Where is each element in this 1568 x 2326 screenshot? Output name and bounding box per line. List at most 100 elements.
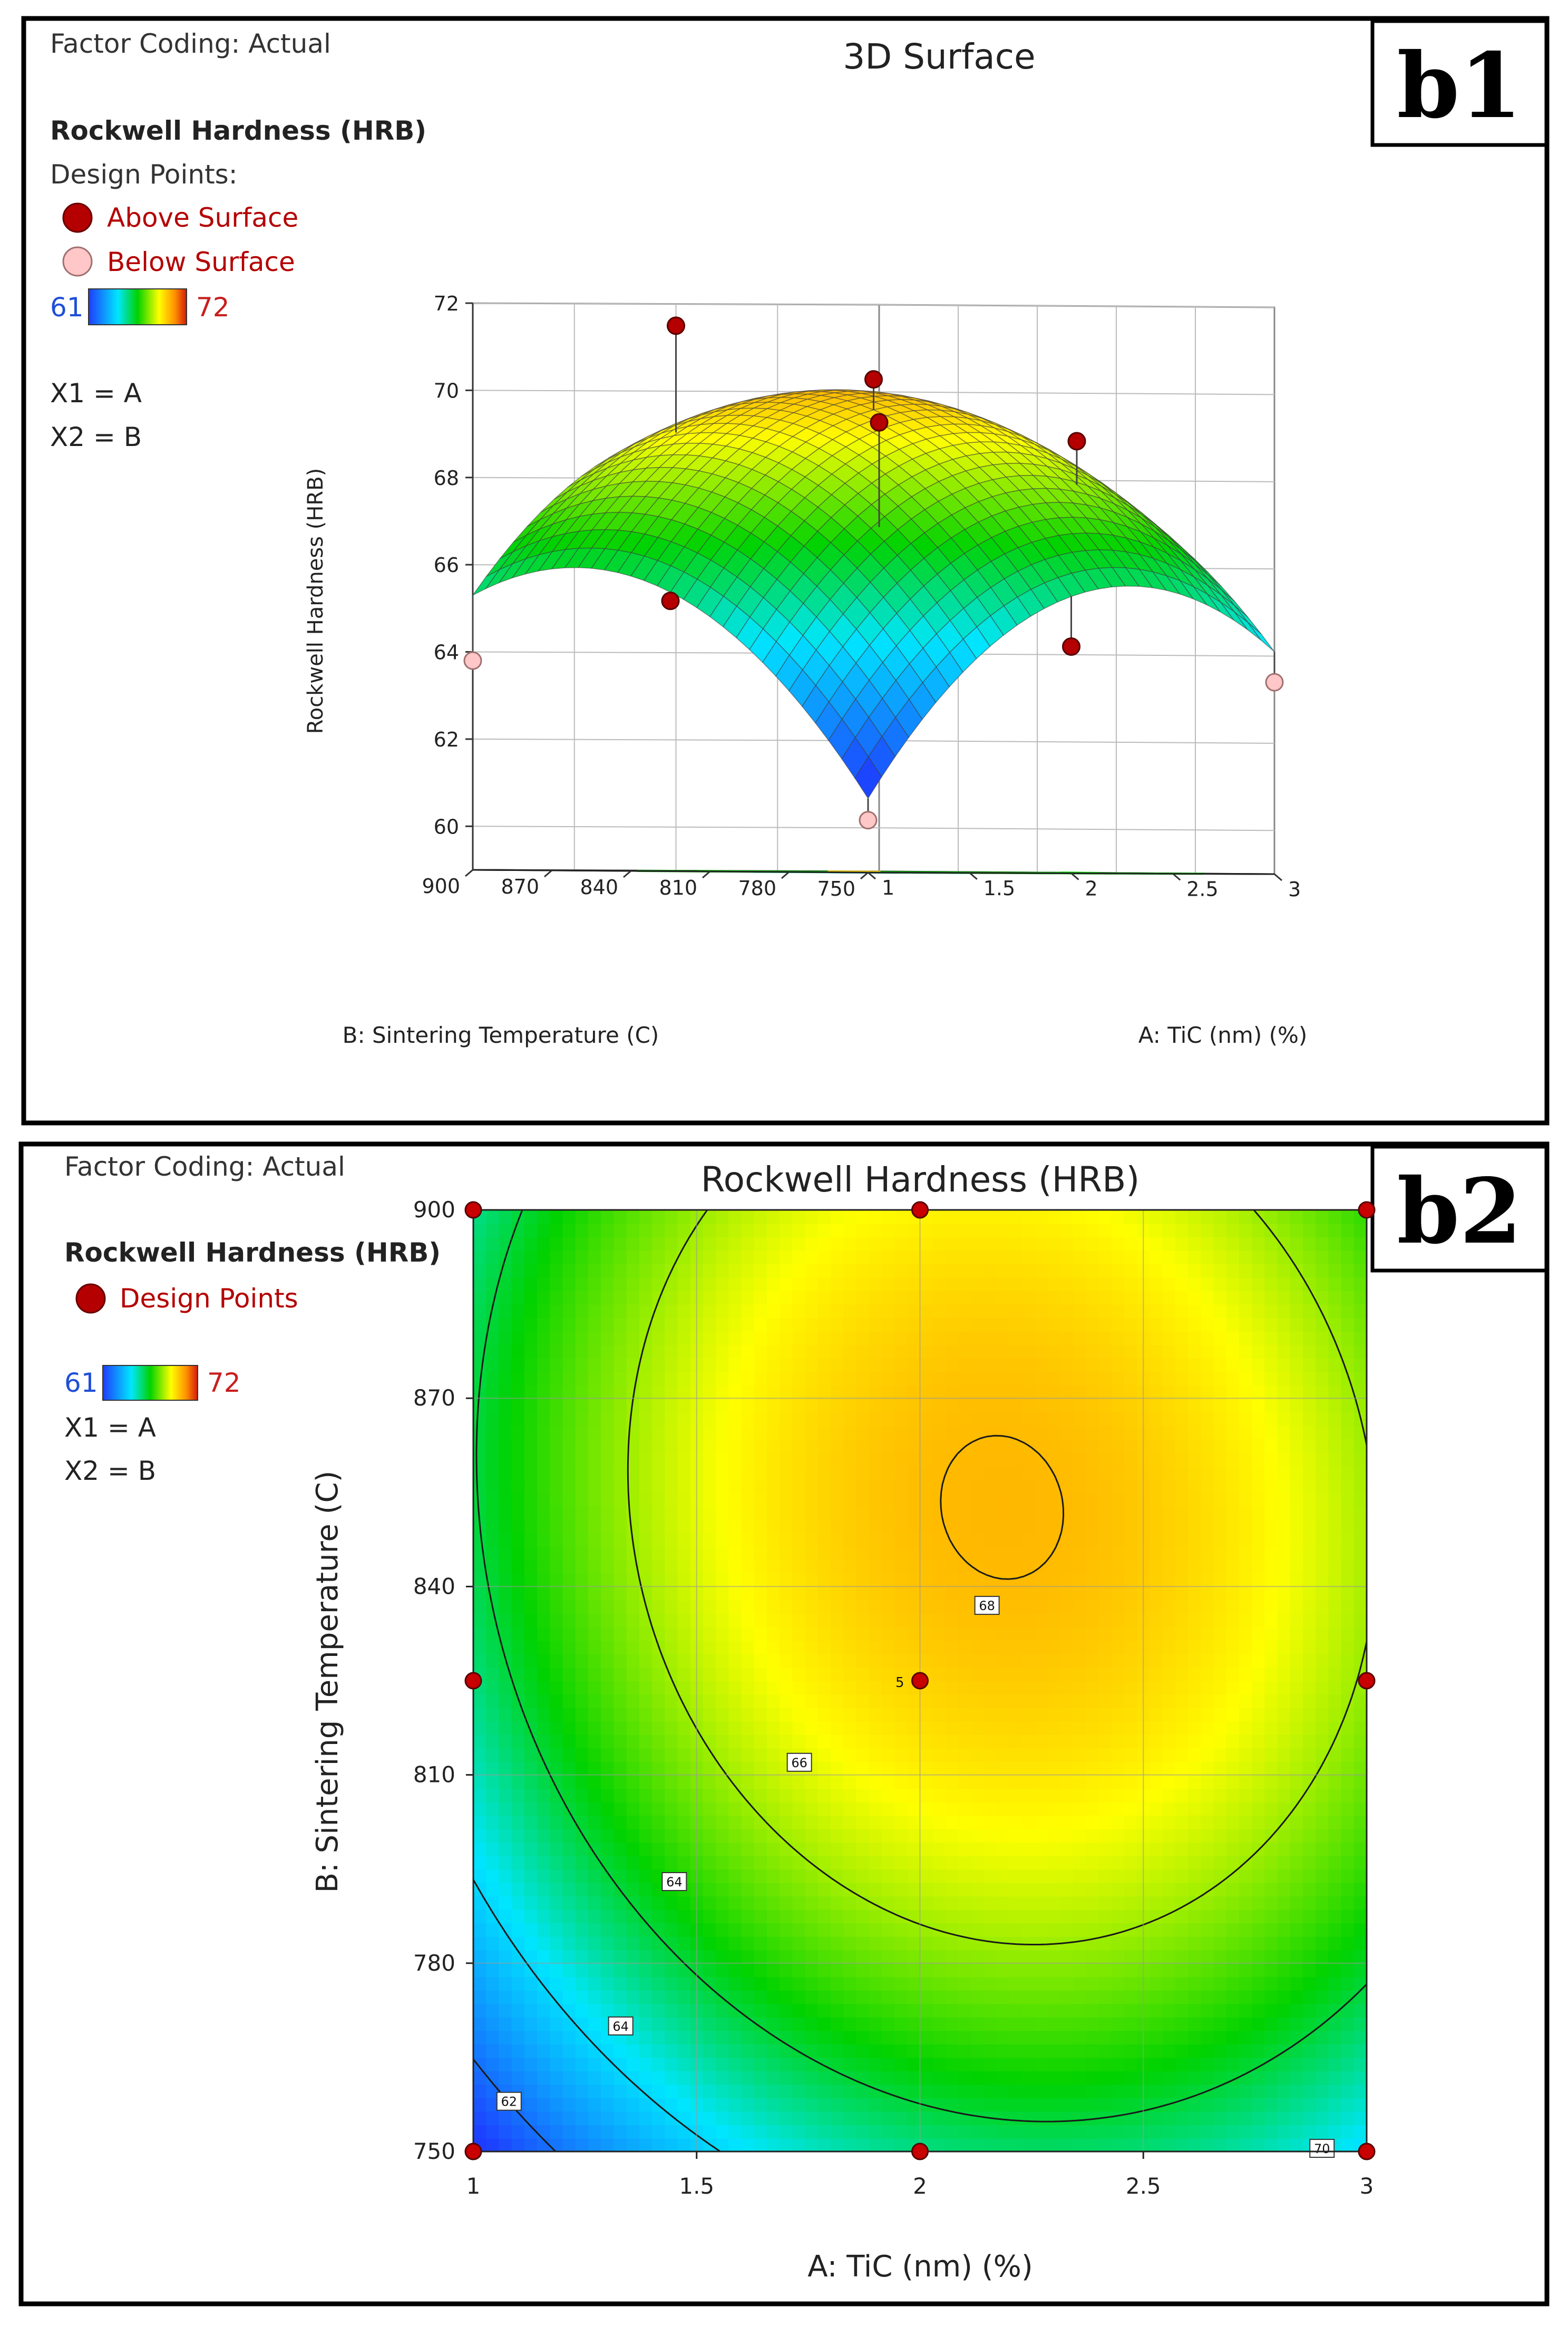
contour-cell [524,1438,538,1453]
contour-cell [856,1479,870,1493]
contour-cell [562,1600,576,1614]
contour-cell [869,1479,882,1493]
contour-cell [1086,1909,1099,1924]
contour-cell [856,1277,870,1292]
contour-cell [1175,1694,1189,1708]
contour-cell [1022,1869,1036,1883]
contour-cell [843,2003,857,2018]
contour-cell [907,1317,921,1332]
contour-cell [780,1721,793,1735]
contour-cell [1035,1923,1048,1937]
contour-cell [1022,2057,1036,2071]
contour-cell [601,1909,615,1924]
contour-cell [601,1761,615,1776]
contour-cell [716,1882,729,1897]
contour-cell [754,1331,767,1345]
contour-cell [805,1842,819,1856]
contour-cell [716,2043,729,2058]
contour-cell [754,1304,767,1319]
contour-cell [741,2084,755,2098]
contour-cell [1022,2030,1036,2044]
contour-cell [971,1250,985,1264]
contour-cell [996,1788,1010,1802]
contour-cell [817,1681,831,1695]
contour-cell [1150,2017,1163,2031]
contour-cell [588,1559,602,1574]
contour-cell [971,1411,985,1426]
contour-cell [524,1304,538,1319]
contour-cell [728,2043,742,2058]
contour-cell [562,1358,576,1372]
contour-cell [971,2030,985,2044]
contour-cell [473,1801,487,1816]
contour-cell [1022,1210,1036,1224]
contour-cell [754,1721,767,1735]
contour-cell [881,2111,895,2125]
contour-cell [766,1896,781,1910]
surface-cell [854,756,882,799]
contour-cell [486,1223,500,1237]
contour-cell [473,1936,487,1951]
contour-cell [971,1654,985,1668]
contour-cell [665,1546,678,1561]
contour-cell [524,1237,538,1251]
contour-cell [677,1264,691,1278]
contour-cell [728,2138,742,2151]
contour-cell [869,1721,882,1735]
contour-cell [996,1317,1010,1332]
contour-cell [665,1411,678,1426]
contour-cell [881,1264,895,1278]
contour-cell [473,1761,487,1776]
contour-cell [856,1761,870,1776]
contour-cell [1009,1533,1023,1547]
contour-cell [613,2097,627,2112]
contour-cell [817,1559,831,1574]
contour-cell [1073,1237,1087,1251]
contour-cell [754,1990,767,2004]
b-tick [544,869,552,878]
contour-cell [703,1371,717,1385]
contour-cell [499,1708,512,1722]
contour-cell [703,1896,717,1910]
contour-cell [524,2003,538,2018]
contour-cell [1022,1882,1036,1897]
contour-cell [511,1438,525,1453]
contour-cell [486,1936,500,1951]
contour-cell [1175,1681,1189,1695]
contour-cell [1035,1775,1048,1789]
contour-cell [945,1963,959,1978]
contour-cell [945,1264,959,1278]
contour-cell [754,1896,767,1910]
contour-cell [575,1801,589,1816]
contour-cell [652,1748,666,1762]
contour-cell [1124,1519,1138,1534]
contour-cell [1073,2084,1087,2098]
contour-cell [1047,1667,1061,1681]
contour-cell [1009,2070,1023,2085]
contour-cell [920,1600,933,1614]
contour-cell [703,1264,717,1278]
contour-cell [920,1708,933,1722]
contour-cell [932,1936,946,1951]
contour-cell [550,1452,563,1466]
contour-cell [856,2125,870,2139]
contour-cell [1098,2043,1112,2058]
contour-cell [728,1438,742,1453]
contour-cell [1060,1963,1074,1978]
contour-cell [473,1358,487,1372]
contour-cell [1086,1559,1099,1574]
contour-cell [983,1479,997,1493]
contour-cell [1188,2003,1202,2018]
contour-cell [1047,1264,1061,1278]
contour-cell [894,1734,908,1749]
contour-cell [792,1681,806,1695]
contour-cell [1035,2084,1048,2098]
contour-cell [1073,1465,1087,1480]
contour-cell [932,1358,946,1372]
contour-cell [639,1923,652,1937]
contour-cell [601,2097,615,2112]
contour-cell [907,1411,921,1426]
contour-cell [741,1452,755,1466]
contour-cell [780,2125,793,2139]
contour-cell [907,1465,921,1480]
